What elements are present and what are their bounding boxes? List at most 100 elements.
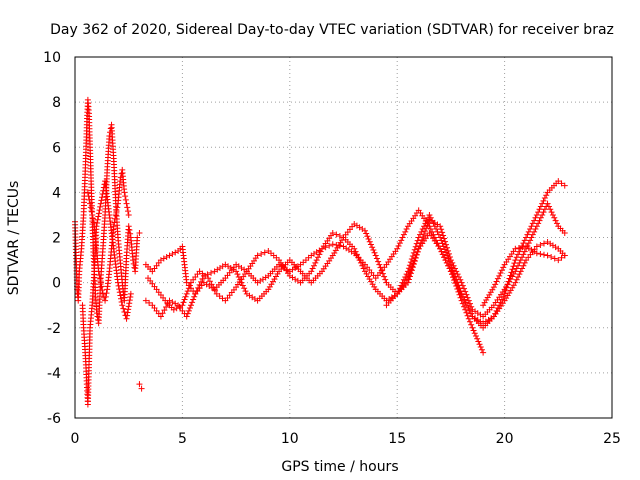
series-track-b — [142, 200, 568, 320]
data-point — [118, 295, 125, 302]
data-point — [371, 249, 378, 256]
data-point — [463, 291, 470, 298]
data-point — [402, 273, 409, 280]
data-point — [115, 282, 122, 289]
data-point — [515, 251, 522, 258]
data-point — [459, 282, 466, 289]
data-point — [376, 261, 383, 268]
data-point — [553, 220, 560, 227]
data-point — [314, 254, 321, 261]
data-point — [126, 297, 133, 304]
data-point — [234, 271, 241, 278]
data-point — [532, 226, 539, 233]
series-track-d — [383, 229, 487, 356]
data-point — [446, 265, 453, 272]
data-point — [242, 288, 249, 295]
data-point — [142, 297, 149, 304]
data-point — [97, 275, 104, 282]
data-point — [95, 213, 102, 220]
data-point — [360, 265, 367, 272]
data-point — [113, 208, 120, 215]
data-point — [455, 288, 462, 295]
data-point — [359, 262, 366, 269]
data-point — [443, 259, 450, 266]
data-point — [540, 209, 547, 216]
data-point — [561, 229, 568, 236]
data-point — [329, 241, 336, 248]
data-point — [439, 229, 446, 236]
data-point — [533, 250, 540, 257]
data-point — [122, 193, 129, 200]
data-point — [468, 303, 475, 310]
data-point — [512, 268, 519, 275]
data-point — [241, 285, 248, 292]
data-point — [533, 243, 540, 250]
data-point — [450, 274, 457, 281]
data-point — [545, 203, 552, 210]
data-point — [541, 195, 548, 202]
data-point — [114, 204, 121, 211]
data-point — [418, 228, 425, 235]
y-tick-label: 4 — [52, 185, 61, 201]
data-point — [437, 245, 444, 252]
data-point — [490, 284, 497, 291]
data-point — [515, 262, 522, 269]
data-point — [157, 313, 164, 320]
data-point — [85, 193, 92, 200]
data-point — [461, 285, 468, 292]
data-point — [310, 262, 317, 269]
data-point — [411, 257, 418, 264]
data-point — [453, 283, 460, 290]
data-point — [377, 264, 384, 271]
data-point — [558, 254, 565, 261]
data-point — [478, 346, 485, 353]
data-point — [169, 251, 176, 258]
data-point — [172, 249, 179, 256]
plot-frame — [74, 56, 613, 419]
data-point — [457, 294, 464, 301]
data-point — [127, 290, 134, 297]
data-point — [351, 245, 358, 252]
data-point — [239, 282, 246, 289]
data-point — [329, 229, 336, 236]
data-point — [496, 272, 503, 279]
data-point — [90, 219, 97, 226]
data-point — [480, 349, 487, 356]
data-point — [537, 242, 544, 249]
data-point — [458, 297, 465, 304]
data-point — [469, 324, 476, 331]
x-tick-label: 25 — [603, 431, 621, 447]
data-point — [317, 248, 324, 255]
data-point — [187, 302, 194, 309]
data-point — [183, 313, 190, 320]
data-point — [523, 234, 530, 241]
data-point — [193, 287, 200, 294]
data-point — [381, 273, 388, 280]
x-tick-label: 5 — [178, 431, 187, 447]
data-point — [527, 226, 534, 233]
data-point — [433, 226, 440, 233]
x-tick-label: 20 — [496, 431, 514, 447]
data-point — [540, 240, 547, 247]
data-point — [173, 305, 180, 312]
data-point — [184, 288, 191, 295]
data-point — [146, 299, 153, 306]
series-early-mid — [84, 166, 132, 304]
data-point — [402, 228, 409, 235]
data-point — [502, 287, 509, 294]
data-point — [166, 252, 173, 259]
data-point — [97, 279, 104, 286]
data-point — [456, 291, 463, 298]
y-tick-label: -2 — [47, 321, 61, 337]
data-point — [181, 296, 188, 303]
data-point — [205, 275, 212, 282]
x-tick-label: 0 — [71, 431, 80, 447]
data-point — [468, 321, 475, 328]
data-point — [366, 238, 373, 245]
data-point — [536, 206, 543, 213]
data-point — [186, 282, 193, 289]
data-point — [413, 251, 420, 258]
data-point — [364, 233, 371, 240]
data-point — [519, 265, 526, 272]
